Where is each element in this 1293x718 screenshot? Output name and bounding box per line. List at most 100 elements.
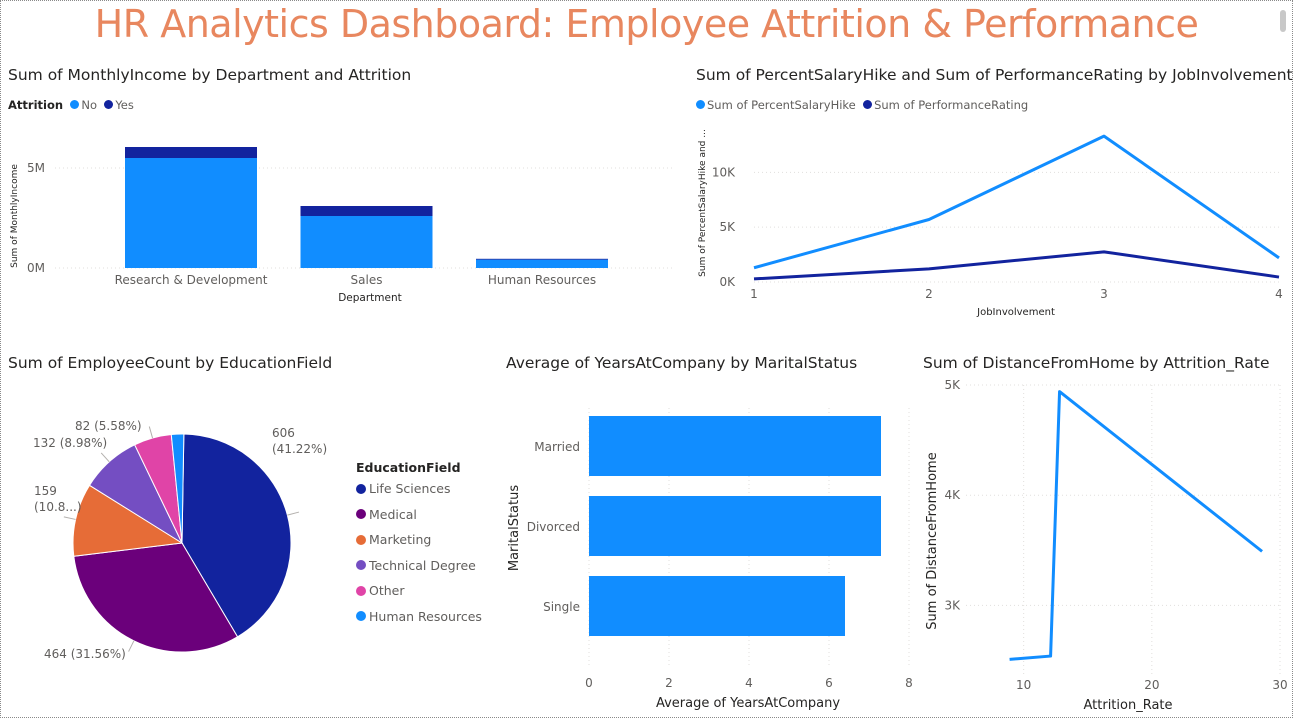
legend-dot-icon: [356, 585, 366, 596]
legend-salary-label: Sum of PercentSalaryHike: [707, 98, 856, 112]
hike-chart: 0K 5K 10K 1 2 3 4 JobInvolvement Sum of PercentS…: [698, 129, 1283, 318]
distance-ytick: 3K: [944, 598, 961, 612]
hike-legend-salary[interactable]: Sum of PercentSalaryHike: [696, 98, 856, 112]
pie-data-label: 606: [272, 426, 295, 440]
hike-xtick: 4: [1275, 287, 1283, 301]
education-chart-title: Sum of EmployeeCount by EducationField: [8, 354, 333, 372]
years-chart: 0 2 4 6 8 Married Divorced Single Average of Yea…: [507, 408, 913, 710]
dashboard-title: HR Analytics Dashboard: Employee Attriti…: [94, 2, 1199, 46]
pie-leader-line: [128, 640, 135, 652]
education-legend-item[interactable]: Human Resources: [356, 607, 482, 633]
years-ytick: Married: [534, 440, 580, 454]
hike-ytick: 10K: [712, 165, 736, 179]
income-xtick: Sales: [351, 273, 383, 287]
pie-leader-line: [100, 452, 110, 463]
pie-data-label: 132 (8.98%): [33, 436, 107, 450]
legend-performance-label: Sum of PerformanceRating: [874, 98, 1029, 112]
years-xtick: 6: [825, 676, 833, 690]
hike-xlabel: JobInvolvement: [976, 307, 1055, 318]
distance-ytick: 4K: [944, 488, 961, 502]
years-bar: [589, 496, 881, 556]
distance-chart-title: Sum of DistanceFromHome by Attrition_Rat…: [923, 354, 1270, 372]
income-bar-no: [300, 216, 433, 268]
years-xtick: 8: [905, 676, 913, 690]
pie-data-label: (10.8...): [34, 500, 82, 514]
years-chart-title: Average of YearsAtCompany by MaritalStat…: [506, 354, 858, 372]
hike-legend: Sum of PercentSalaryHike Sum of Performa…: [696, 98, 1028, 112]
income-legend-yes[interactable]: Yes: [104, 98, 134, 112]
legend-no-label: No: [81, 98, 97, 112]
income-bar-yes: [300, 206, 433, 216]
income-chart-title: Sum of MonthlyIncome by Department and A…: [8, 66, 412, 84]
years-xtick: 2: [665, 676, 673, 690]
hike-ytick: 0K: [719, 275, 736, 289]
legend-dot-icon: [356, 509, 366, 520]
income-chart: 0M 5M Research & Development Sales Human Res…: [10, 147, 675, 304]
pie-slice-human-resources: [170, 433, 185, 544]
distance-xlabel: Attrition_Rate: [1083, 698, 1172, 713]
years-bar: [589, 416, 881, 476]
distance-line: [1009, 390, 1263, 661]
legend-dot-icon: [356, 483, 366, 494]
legend-dot-icon: [356, 611, 366, 622]
legend-no-dot-icon: [70, 100, 80, 109]
hike-xtick: 1: [750, 287, 758, 301]
income-xtick: Research & Development: [115, 273, 268, 287]
education-legend-label: Life Sciences: [369, 481, 451, 496]
distance-ylabel: Sum of DistanceFromHome: [925, 452, 940, 629]
income-ytick: 5M: [27, 161, 45, 175]
distance-xtick: 30: [1272, 678, 1287, 692]
education-legend: EducationField Life Sciences Medical Marke…: [356, 460, 482, 633]
income-bar-no: [125, 158, 257, 268]
hike-ytick: 5K: [719, 220, 736, 234]
hike-legend-performance[interactable]: Sum of PerformanceRating: [863, 98, 1028, 112]
distance-xtick: 10: [1016, 678, 1031, 692]
pie-data-label: 464 (31.56%): [44, 647, 126, 661]
education-pie-chart: 606 (41.22%) 464 (31.56%) 159 (10.8...) 132 (…: [33, 419, 327, 661]
pie-slice-marketing: [72, 484, 184, 557]
hike-ylabel: Sum of PercentSalaryHike and ...: [698, 129, 708, 277]
income-ytick: 0M: [27, 261, 45, 275]
pie-leader-line: [148, 426, 154, 439]
distance-xtick: 20: [1144, 678, 1159, 692]
education-legend-item[interactable]: Marketing: [356, 530, 482, 556]
years-xtick: 0: [585, 676, 593, 690]
hike-xtick: 2: [925, 287, 933, 301]
income-legend: Attrition No Yes: [8, 98, 134, 112]
years-ylabel: MaritalStatus: [507, 485, 522, 571]
education-legend-label: Marketing: [369, 532, 432, 548]
legend-yes-dot-icon: [104, 100, 114, 109]
years-bar: [589, 576, 845, 636]
pie-data-label: 82 (5.58%): [75, 419, 142, 433]
pie-data-label: 159: [34, 484, 57, 498]
education-legend-label: Medical: [369, 506, 417, 522]
education-legend-item[interactable]: Technical Degree: [356, 556, 482, 582]
distance-ytick: 5K: [944, 378, 961, 392]
distance-chart: 3K 4K 5K 10 20 30 Attrition_Rate Sum of Distanc…: [925, 378, 1288, 713]
hike-chart-title: Sum of PercentSalaryHike and Sum of Perf…: [696, 66, 1293, 84]
education-legend-item[interactable]: Life Sciences: [356, 479, 482, 505]
education-legend-item[interactable]: Other: [356, 581, 482, 607]
scrollbar-thumb[interactable]: [1280, 10, 1286, 32]
legend-salary-dot-icon: [696, 100, 705, 109]
legend-dot-icon: [356, 560, 366, 571]
pie-data-label: (41.22%): [272, 442, 327, 456]
education-legend-item[interactable]: Medical: [356, 505, 482, 531]
pie-leader-line: [287, 511, 300, 516]
salary-hike-line: [753, 134, 1280, 270]
income-xlabel: Department: [338, 292, 402, 304]
pie-slice-life-sciences: [181, 433, 292, 638]
years-xtick: 4: [745, 676, 753, 690]
education-legend-label: Human Resources: [369, 608, 482, 624]
income-legend-no[interactable]: No: [70, 98, 97, 112]
education-legend-label: Other: [369, 583, 405, 599]
pie-slice-medical: [73, 542, 239, 653]
years-xlabel: Average of YearsAtCompany: [656, 696, 840, 710]
income-xtick: Human Resources: [488, 273, 596, 287]
years-ytick: Single: [543, 600, 580, 614]
years-ytick: Divorced: [527, 520, 580, 534]
legend-dot-icon: [356, 534, 366, 545]
performance-rating-line: [753, 250, 1280, 281]
income-ylabel: Sum of MonthlyIncome: [10, 164, 20, 268]
legend-performance-dot-icon: [863, 100, 873, 109]
